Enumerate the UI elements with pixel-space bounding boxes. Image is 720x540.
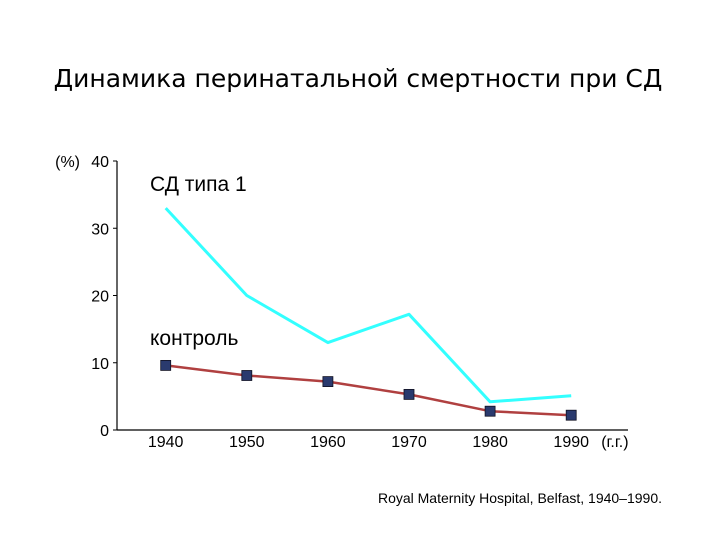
y-tick-label: 20: [91, 289, 109, 306]
data-point-marker: [484, 405, 496, 417]
x-tick-label: 1990: [553, 434, 589, 451]
x-axis-label: (г.г.): [601, 434, 628, 451]
x-tick-label: 1950: [229, 434, 265, 451]
data-point-marker: [160, 359, 172, 371]
data-point-marker: [322, 376, 334, 388]
data-point-marker: [241, 370, 253, 381]
y-tick-label: 40: [91, 154, 109, 171]
data-point-marker: [403, 388, 415, 400]
series-label-1: СД типа 1: [150, 173, 247, 196]
y-axis-label: (%): [55, 154, 80, 171]
tick-labels: 0 10 20 30 40 (%) 1940 1950 1960 1970 1980 1990 (г.г…: [55, 154, 628, 451]
y-tick-label: 30: [91, 221, 109, 238]
y-tick-label: 0: [100, 423, 109, 440]
x-tick-label: 1980: [472, 434, 508, 451]
series-labels: СД типа 1 контроль: [150, 173, 247, 350]
series-line-2: [165, 364, 572, 417]
source-note: Royal Maternity Hospital, Belfast, 1940–…: [377, 490, 662, 506]
x-tick-label: 1940: [148, 434, 184, 451]
x-tick-label: 1960: [310, 434, 346, 451]
chart-title: Динамика перинатальной смертности при СД: [53, 64, 663, 93]
x-tick-label: 1970: [391, 434, 427, 451]
series-lines: [164, 207, 572, 417]
series-label-2: контроль: [150, 327, 238, 350]
series-line-1: [164, 207, 572, 404]
y-tick-label: 10: [91, 356, 109, 373]
data-point-marker: [565, 409, 577, 421]
series-markers: [160, 359, 577, 421]
axes: [113, 160, 628, 431]
